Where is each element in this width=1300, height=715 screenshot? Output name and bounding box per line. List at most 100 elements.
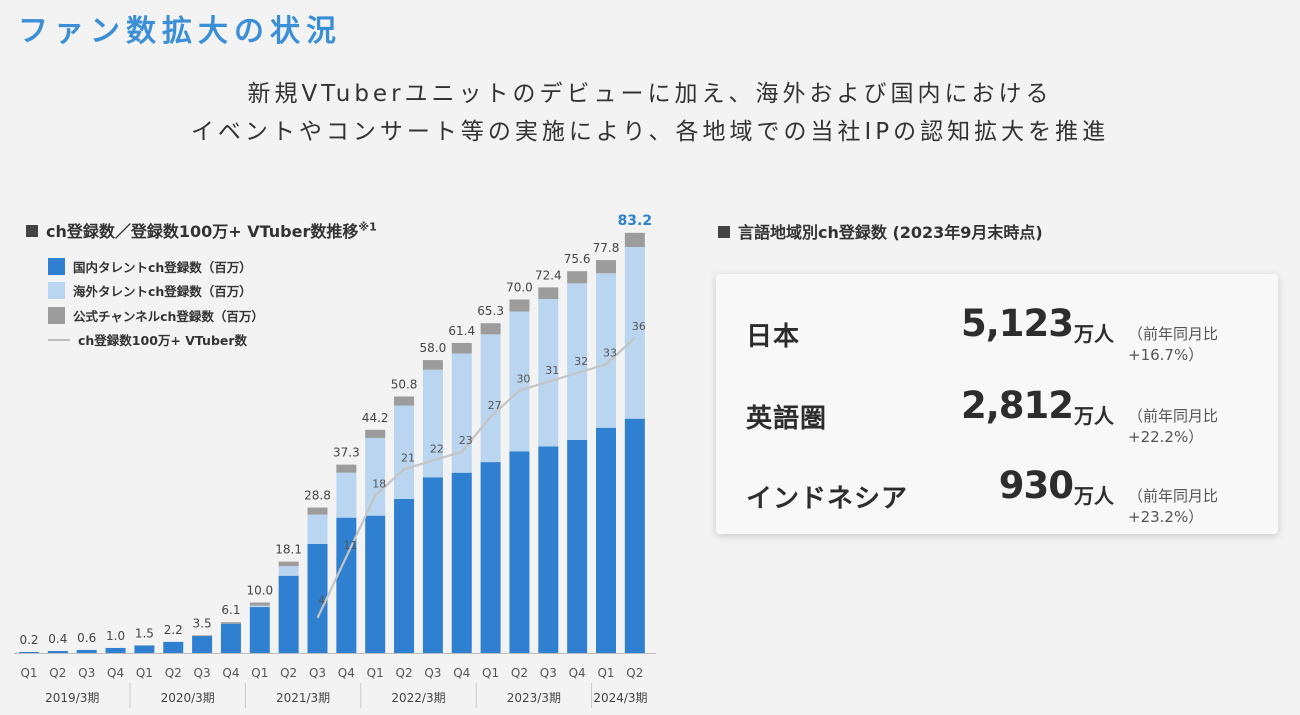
bar-segment-domestic [624,418,645,653]
bar-segment-domestic [249,607,270,653]
fiscal-year-label: 2021/3期 [276,691,330,705]
total-label: 28.8 [304,489,331,503]
bar-segment-overseas [624,246,645,419]
vtuber-count-label: 36 [632,320,646,333]
region-row-english: 英語圏 2,812 万人 （前年同月比+22.2%） [716,384,1278,446]
vtuber-count-label: 33 [603,346,617,359]
bar-segment-overseas [394,405,415,499]
total-label: 0.2 [19,633,38,647]
total-label: 75.6 [564,252,591,266]
fiscal-year-label: 2023/3期 [507,691,561,705]
bar-segment-overseas [336,472,357,518]
quarter-tick-label: Q1 [597,666,614,680]
quarter-tick-label: Q1 [20,666,37,680]
vtuber-count-line [316,337,636,619]
region-yoy: （前年同月比+16.7%） [1128,325,1219,364]
quarter-tick-label: Q3 [194,666,211,680]
total-label: 83.2 [618,213,653,229]
bar-segment-overseas [307,514,328,544]
quarter-tick-label: Q4 [222,666,239,680]
region-section-heading: 言語地域別ch登録数 (2023年9月末時点) [718,219,1043,243]
quarter-tick-label: Q3 [78,666,95,680]
region-name: インドネシア [746,484,909,514]
total-label: 1.5 [135,626,154,640]
quarter-tick-label: Q2 [49,666,66,680]
bar-segment-overseas [538,298,559,447]
vtuber-count-label: 27 [488,399,502,412]
bar-segment-domestic [76,649,97,653]
legend-label-official: 公式チャンネルch登録数（百万） [73,308,264,324]
total-label: 2.2 [164,623,183,637]
fiscal-year-label: 2020/3期 [161,691,215,705]
total-label: 65.3 [477,304,504,318]
total-label: 3.5 [193,616,212,630]
chart-heading-text: ch登録数／登録数100万+ VTuber数推移 [46,222,359,241]
total-label: 70.0 [506,281,533,295]
legend-item-overseas: 海外タレントch登録数（百万） [48,279,264,304]
legend-swatch-domestic [48,257,65,275]
bar-segment-domestic [422,477,443,653]
legend-label-domestic: 国内タレントch登録数（百万） [73,259,252,275]
region-unit: 万人 [1074,404,1114,428]
quarter-tick-label: Q1 [367,666,384,680]
total-label: 0.4 [48,632,67,646]
bar-segment-domestic [365,515,386,653]
quarter-tick-label: Q1 [482,666,499,680]
subtitle-line-1: 新規VTuberユニットのデビューに加え、海外および国内における [247,81,1053,107]
quarter-tick-label: Q2 [511,666,528,680]
total-label: 50.8 [391,377,418,391]
subscriber-bar-chart: 0.2 Q1 0.4 Q2 0.6 Q3 1.0 Q4 1.5 Q1 2.2 Q2 3.5 Q3 6.1 Q4… [14,213,656,708]
region-heading-text: 言語地域別ch登録数 (2023年9月末時点) [738,223,1043,242]
bar-segment-domestic [163,641,184,653]
bar-segment-official [220,622,241,624]
bar-segment-overseas [567,283,588,440]
quarter-tick-label: Q2 [626,666,643,680]
bar-segment-overseas [451,353,472,473]
bar-segment-domestic [47,650,68,653]
bar-segment-domestic [220,623,241,653]
bar-segment-domestic [480,462,501,653]
chart-section-heading: ch登録数／登録数100万+ VTuber数推移※1 [26,218,377,242]
quarter-tick-label: Q1 [136,666,153,680]
bar-segment-overseas [509,311,530,452]
quarter-tick-label: Q3 [309,666,326,680]
region-card: 日本 5,123 万人 （前年同月比+16.7%） 英語圏 2,812 万人 （… [716,274,1278,534]
bar-segment-domestic [509,451,530,653]
chart-heading-note: ※1 [358,220,377,234]
quarter-tick-label: Q3 [540,666,557,680]
bar-segment-overseas [480,334,501,463]
vtuber-count-label: 18 [372,478,386,491]
vtuber-count-label: 30 [516,373,530,386]
vtuber-count-label: 31 [545,364,559,377]
quarter-tick-label: Q2 [396,666,413,680]
total-label: 61.4 [448,324,475,338]
region-name: 日本 [746,322,801,352]
region-yoy: （前年同月比+22.2%） [1128,407,1219,446]
region-unit: 万人 [1074,322,1114,346]
region-value: 2,812 [960,384,1074,427]
bar-segment-official [509,299,530,312]
bar-segment-overseas [249,605,270,608]
heading-square-icon [26,225,38,237]
legend-line-vtuber-count [48,338,70,341]
total-label: 18.1 [275,543,302,557]
fiscal-year-label: 2019/3期 [45,691,99,705]
bar-segment-domestic [538,446,559,653]
region-unit: 万人 [1074,484,1114,508]
region-row-indonesia: インドネシア 930 万人 （前年同月比+23.2%） [716,464,1278,526]
bar-segment-official [451,342,472,354]
legend-item-official: 公式チャンネルch登録数（百万） [48,303,264,328]
bar-segment-official [596,260,616,274]
bar-segment-official [336,464,357,473]
heading-square-icon [718,226,730,238]
vtuber-count-label: 22 [430,443,444,456]
legend-swatch-overseas [48,282,65,300]
bar-segment-domestic [596,427,616,653]
vtuber-count-label: 4 [318,594,325,607]
quarter-tick-label: Q4 [338,666,355,680]
total-label: 1.0 [106,629,125,643]
bar-segment-official [249,602,270,606]
bar-segment-overseas [596,273,616,428]
bar-segment-official [538,287,559,299]
bar-segment-domestic [307,543,328,653]
